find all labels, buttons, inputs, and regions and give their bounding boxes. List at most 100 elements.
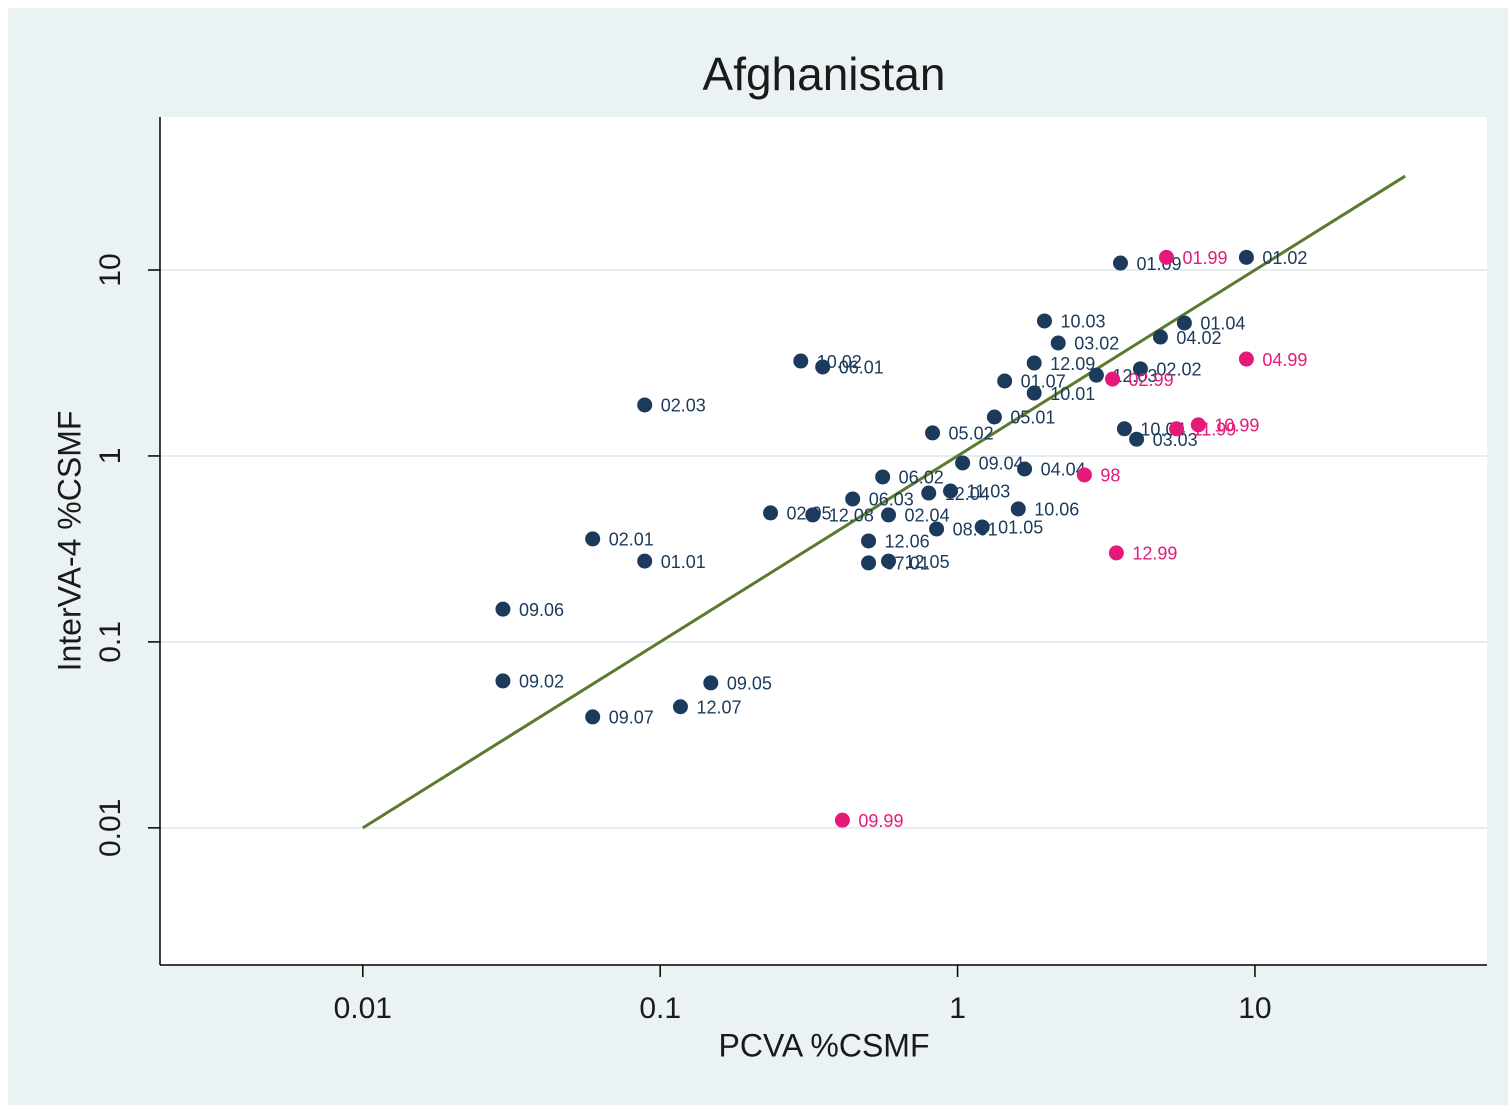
point-label: 03.03 xyxy=(1153,430,1198,450)
point-label: 04.02 xyxy=(1176,328,1221,348)
point-label: 02.02 xyxy=(1156,360,1201,380)
point xyxy=(805,507,821,523)
point xyxy=(672,699,688,715)
point-label: 11.03 xyxy=(967,482,1011,502)
point xyxy=(1238,249,1254,265)
y-tick-label: 1 xyxy=(94,448,127,465)
point-label: 01.01 xyxy=(661,552,706,572)
point xyxy=(1116,421,1132,437)
point xyxy=(1105,371,1121,387)
x-tick-label: 0.01 xyxy=(334,992,392,1025)
point-label: 03.02 xyxy=(1074,334,1119,354)
y-tick-label: 10 xyxy=(94,253,127,286)
point xyxy=(875,469,891,485)
point-label: 10.06 xyxy=(1034,500,1079,520)
x-tick-label: 10 xyxy=(1238,992,1271,1025)
point xyxy=(929,521,945,537)
point xyxy=(815,359,831,375)
point-label: 10.01 xyxy=(1050,384,1095,404)
point xyxy=(1176,315,1192,331)
point-label: 08.01 xyxy=(953,520,998,540)
point xyxy=(495,673,511,689)
point-label: 09.02 xyxy=(519,672,564,692)
point-label: 09.99 xyxy=(858,811,903,831)
point-label: 12.99 xyxy=(1132,544,1177,564)
point xyxy=(1017,461,1033,477)
point xyxy=(881,507,897,523)
point xyxy=(1026,385,1042,401)
point-label: 09.06 xyxy=(519,600,564,620)
point-label: 10.99 xyxy=(1214,416,1259,436)
x-tick-label: 0.1 xyxy=(639,992,681,1025)
point xyxy=(1088,367,1104,383)
point-label: 06.02 xyxy=(899,468,944,488)
x-tick-label: 1 xyxy=(949,992,966,1025)
y-tick-label: 0.1 xyxy=(94,621,127,663)
point xyxy=(1076,467,1092,483)
y-tick-label: 0.01 xyxy=(94,799,127,857)
point-label: 98 xyxy=(1100,466,1120,486)
point xyxy=(637,397,653,413)
point xyxy=(637,553,653,569)
point xyxy=(921,485,937,501)
point xyxy=(881,553,897,569)
point xyxy=(943,483,959,499)
point xyxy=(845,491,861,507)
point-label: 01.02 xyxy=(1262,248,1307,268)
point xyxy=(997,373,1013,389)
point xyxy=(1129,431,1145,447)
point-label: 12.06 xyxy=(885,532,930,552)
point-label: 12.07 xyxy=(696,697,741,717)
point xyxy=(1112,255,1128,271)
point xyxy=(974,519,990,535)
point xyxy=(585,709,601,725)
point-label: 01.05 xyxy=(998,518,1043,538)
point xyxy=(1158,249,1174,265)
point xyxy=(834,812,850,828)
point xyxy=(925,425,941,441)
point xyxy=(1010,501,1026,517)
point xyxy=(861,533,877,549)
point xyxy=(703,675,719,691)
point xyxy=(1132,361,1148,377)
point-label: 10.03 xyxy=(1060,312,1105,332)
point xyxy=(1036,313,1052,329)
point xyxy=(1152,329,1168,345)
point-label: 12.08 xyxy=(829,506,874,526)
point-label: 02.01 xyxy=(609,530,654,550)
x-axis-title: PCVA %CSMF xyxy=(719,1027,930,1063)
y-axis-title: InterVA-4 %CSMF xyxy=(51,411,87,672)
point-label: 04.99 xyxy=(1262,350,1307,370)
point xyxy=(793,353,809,369)
point-label: 06.01 xyxy=(839,358,884,378)
point xyxy=(1169,421,1185,437)
fit-line xyxy=(362,174,1406,830)
point-label: 09.04 xyxy=(979,454,1024,474)
point-label: 12.09 xyxy=(1050,354,1095,374)
chart-title: Afghanistan xyxy=(703,48,946,100)
point-label: 06.03 xyxy=(869,490,914,510)
point-label: 01.99 xyxy=(1182,248,1227,268)
point xyxy=(1050,335,1066,351)
point xyxy=(495,601,511,617)
point xyxy=(861,555,877,571)
point-label: 12.03 xyxy=(1112,366,1157,386)
point xyxy=(763,505,779,521)
point-label: 01.04 xyxy=(1200,314,1245,334)
point xyxy=(986,409,1002,425)
point-label: 02.99 xyxy=(1129,370,1174,390)
point-label: 02.03 xyxy=(661,396,706,416)
point xyxy=(955,455,971,471)
point-label: 09.05 xyxy=(727,674,772,694)
point xyxy=(1026,355,1042,371)
point xyxy=(1190,417,1206,433)
point-label: 09.07 xyxy=(609,708,654,728)
point xyxy=(1238,351,1254,367)
point xyxy=(585,531,601,547)
point-label: 12.05 xyxy=(905,552,950,572)
point-label: 07.01 xyxy=(885,554,930,574)
point xyxy=(1108,545,1124,561)
point-label: 05.01 xyxy=(1010,408,1055,428)
point-label: 02.04 xyxy=(905,506,950,526)
